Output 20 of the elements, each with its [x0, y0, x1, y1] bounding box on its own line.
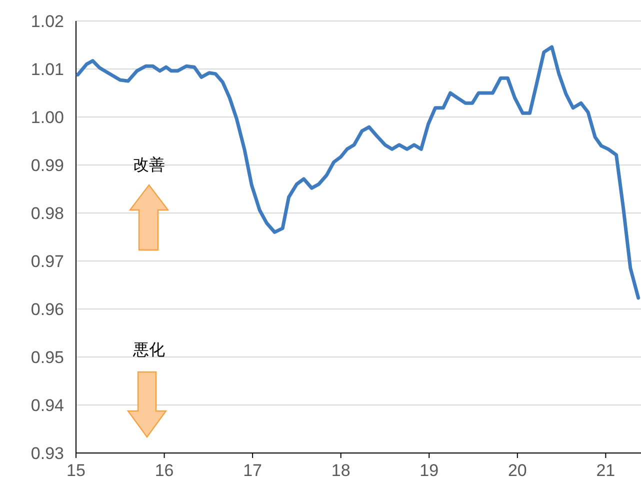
y-tick-label: 0.96 — [30, 300, 64, 319]
y-tick-label: 1.02 — [30, 12, 64, 31]
annotation: 悪化 — [132, 342, 165, 359]
x-tick-label: 20 — [508, 461, 527, 480]
y-tick-label: 1.00 — [30, 108, 64, 127]
y-tick-label: 0.97 — [30, 252, 64, 271]
y-tick-label: 1.01 — [30, 60, 64, 79]
x-tick-label: 18 — [331, 461, 350, 480]
y-tick-label: 0.94 — [30, 396, 64, 415]
y-tick-label: 0.99 — [30, 156, 64, 175]
y-tick-label: 0.93 — [30, 444, 64, 463]
y-tick-label: 0.98 — [30, 204, 64, 223]
annotation: 改善 — [133, 156, 165, 174]
x-tick-label: 21 — [596, 461, 616, 480]
x-tick-label: 19 — [420, 461, 439, 480]
x-tick-label: 17 — [243, 461, 262, 480]
y-tick-label: 0.95 — [30, 348, 64, 367]
x-tick-label: 15 — [66, 461, 86, 480]
line-series — [76, 45, 640, 300]
x-tick-label: 16 — [154, 461, 174, 480]
